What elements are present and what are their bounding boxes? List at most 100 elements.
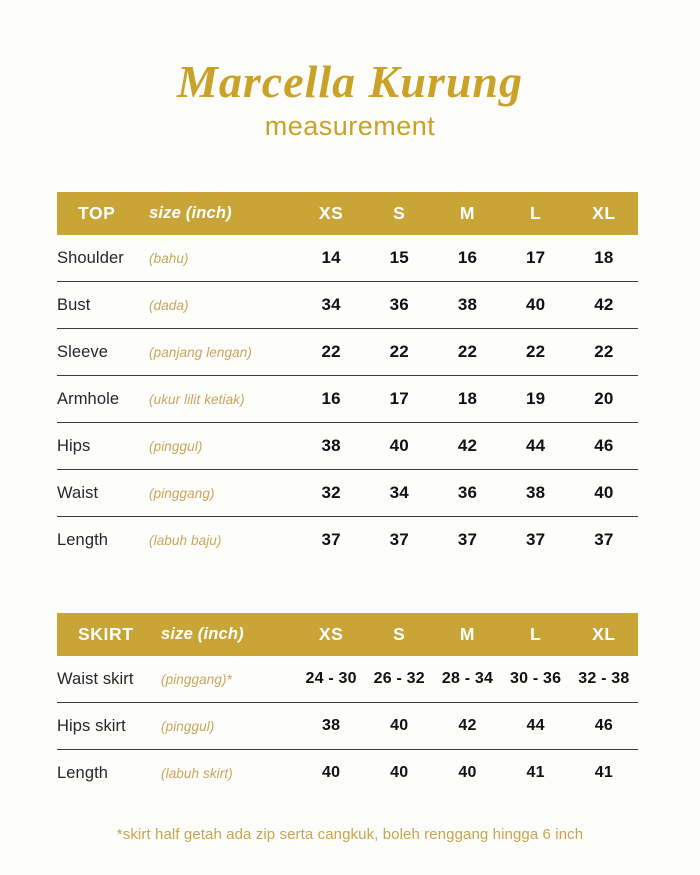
page-subtitle: measurement (264, 111, 436, 142)
cell-l: 44 (526, 436, 546, 455)
cell-l: 37 (526, 530, 546, 549)
top-column-header-m: M (459, 203, 476, 223)
cell-xs: 40 (321, 764, 341, 781)
cell-xl: 37 (594, 530, 614, 549)
top-table-header: TOP size (inch) XS S M L XL (57, 192, 638, 235)
cell-l: 30 - 36 (510, 670, 562, 687)
skirt-column-header-xs: XS (318, 624, 344, 644)
table-row: Length (labuh baju) 37 37 37 37 37 (57, 517, 638, 564)
cell-m: 28 - 34 (441, 670, 494, 687)
cell-xl: 42 (594, 295, 614, 314)
top-measurement-table: TOP size (inch) XS S M L XL Shoulder (ba… (57, 192, 638, 563)
top-column-header-xl: XL (592, 203, 616, 223)
skirt-table-body: Waist skirt (pinggang)* 24 - 30 26 - 32 … (57, 656, 638, 796)
cell-l: 22 (526, 342, 546, 361)
cell-xs: 32 (321, 483, 341, 502)
cell-s: 34 (389, 483, 409, 502)
row-translation: (ukur lilit ketiak) (149, 391, 245, 407)
table-row: Shoulder (bahu) 14 15 16 17 18 (57, 235, 638, 282)
row-translation: (pinggul) (149, 438, 203, 454)
cell-l: 40 (526, 295, 546, 314)
top-table-body: Shoulder (bahu) 14 15 16 17 18 Bust (dad… (57, 235, 638, 563)
cell-xl: 46 (594, 436, 614, 455)
cell-xl: 18 (594, 248, 614, 267)
row-label: Sleeve (57, 342, 109, 361)
cell-s: 40 (390, 717, 409, 734)
cell-xs: 24 - 30 (305, 670, 357, 687)
skirt-column-header-s: S (393, 624, 406, 644)
skirt-table-header: SKIRT size (inch) XS S M L XL (57, 613, 638, 656)
skirt-section-label: SKIRT (78, 624, 134, 644)
row-translation: (pinggul) (161, 718, 215, 734)
row-translation: (dada) (149, 297, 189, 313)
skirt-measurement-table: SKIRT size (inch) XS S M L XL Waist skir… (57, 613, 638, 796)
cell-xs: 16 (321, 389, 341, 408)
title-block: Marcella Kurung measurement (0, 0, 700, 142)
cell-s: 40 (389, 436, 409, 455)
cell-m: 36 (457, 483, 478, 502)
cell-xs: 37 (321, 530, 341, 549)
cell-s: 22 (389, 342, 409, 361)
row-translation: (labuh skirt) (161, 765, 233, 781)
skirt-size-unit-label: size (inch) (161, 625, 244, 643)
cell-s: 26 - 32 (373, 670, 425, 687)
row-label: Shoulder (57, 248, 124, 267)
row-translation: (bahu) (149, 250, 189, 266)
table-row: Waist skirt (pinggang)* 24 - 30 26 - 32 … (57, 656, 638, 703)
cell-m: 42 (457, 436, 478, 455)
cell-xl: 32 - 38 (578, 670, 630, 687)
cell-m: 22 (457, 342, 478, 361)
row-translation: (pinggang) (149, 485, 215, 501)
row-label: Hips (57, 436, 91, 455)
cell-xs: 38 (321, 717, 341, 734)
row-label: Length (57, 763, 109, 782)
cell-l: 17 (526, 248, 546, 267)
cell-s: 36 (389, 295, 409, 314)
cell-m: 37 (457, 530, 478, 549)
cell-l: 41 (526, 764, 545, 781)
cell-l: 38 (526, 483, 546, 502)
row-label: Bust (57, 295, 91, 314)
cell-xl: 22 (594, 342, 614, 361)
row-label: Armhole (57, 389, 120, 408)
cell-xs: 38 (321, 436, 341, 455)
cell-xl: 20 (594, 389, 614, 408)
top-column-header-s: S (393, 203, 406, 223)
cell-xs: 14 (321, 248, 341, 267)
cell-xl: 46 (594, 717, 613, 734)
cell-s: 17 (389, 389, 409, 408)
cell-xl: 40 (594, 483, 614, 502)
row-translation: (panjang lengan) (149, 344, 252, 360)
table-row: Length (labuh skirt) 40 40 40 41 41 (57, 750, 638, 797)
skirt-column-header-l: L (530, 624, 542, 644)
row-label: Length (57, 530, 109, 549)
table-row: Sleeve (panjang lengan) 22 22 22 22 22 (57, 329, 638, 376)
cell-m: 38 (457, 295, 478, 314)
cell-m: 42 (458, 717, 477, 734)
table-row: Hips skirt (pinggul) 38 40 42 44 46 (57, 703, 638, 750)
cell-m: 40 (458, 764, 477, 781)
cell-xs: 34 (321, 295, 341, 314)
table-row: Hips (pinggul) 38 40 42 44 46 (57, 423, 638, 470)
row-label: Waist skirt (57, 669, 134, 688)
top-section-label: TOP (78, 203, 116, 223)
skirt-column-header-m: M (459, 624, 476, 644)
cell-m: 18 (457, 389, 478, 408)
top-measurement-table-wrapper: TOP size (inch) XS S M L XL Shoulder (ba… (57, 192, 638, 563)
skirt-measurement-table-wrapper: SKIRT size (inch) XS S M L XL Waist skir… (57, 613, 638, 796)
row-translation: (labuh baju) (149, 532, 222, 548)
top-size-unit-label: size (inch) (149, 204, 232, 222)
top-column-header-l: L (530, 203, 542, 223)
cell-l: 19 (526, 389, 546, 408)
table-row: Armhole (ukur lilit ketiak) 16 17 18 19 … (57, 376, 638, 423)
cell-m: 16 (457, 248, 478, 267)
cell-l: 44 (526, 717, 545, 734)
row-translation: (pinggang)* (161, 671, 232, 687)
skirt-column-header-xl: XL (592, 624, 616, 644)
cell-s: 37 (389, 530, 409, 549)
footnote-text: *skirt half getah ada zip serta cangkuk,… (116, 826, 584, 843)
cell-s: 15 (389, 248, 409, 267)
row-label: Hips skirt (57, 716, 126, 735)
cell-xs: 22 (321, 342, 341, 361)
